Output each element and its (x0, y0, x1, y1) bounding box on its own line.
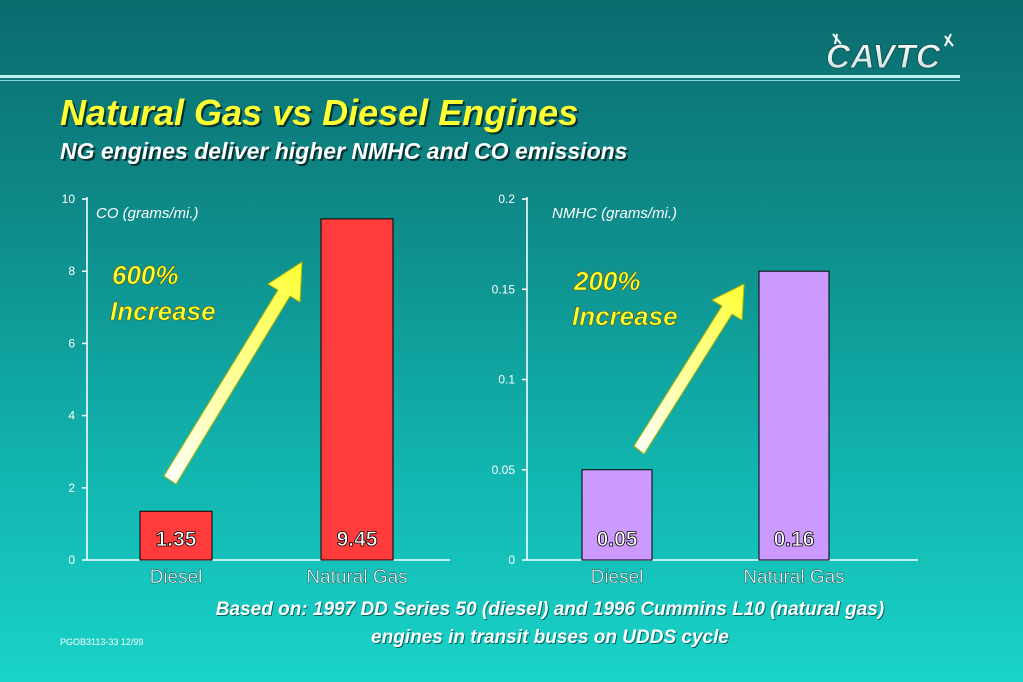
co-tick-label: 0 (68, 553, 75, 567)
nmhc-category-label: Diesel (591, 567, 644, 588)
nmhc-value-label: 0.05 (597, 528, 638, 551)
co-bar-natural-gas (321, 219, 393, 560)
nmhc-tick-label: 0 (508, 553, 515, 567)
document-code: PGOB3113-33 12/99 (60, 637, 143, 647)
co-bars: 1.35 Diesel 9.45 Natural Gas (140, 219, 408, 588)
co-chart: 0 2 4 6 8 10 1.35 Diesel 9.45 Natural Gas CO (gr… (62, 192, 450, 588)
nmhc-chart-title: NMHC (grams/mi.) (552, 205, 677, 222)
co-increase-percent: 600% (112, 260, 179, 290)
nmhc-tick-label: 0.05 (492, 463, 516, 477)
co-category-label: Natural Gas (306, 567, 407, 588)
nmhc-increase-percent: 200% (573, 266, 641, 296)
co-ticks: 0 2 4 6 8 10 (62, 192, 87, 567)
charts-canvas: 0 2 4 6 8 10 1.35 Diesel 9.45 Natural Gas CO (gr… (0, 0, 1023, 682)
nmhc-ticks: 0 0.05 0.1 0.15 0.2 (492, 192, 527, 567)
nmhc-increase-label: Increase (572, 301, 678, 331)
nmhc-bar-natural-gas (759, 271, 829, 560)
co-category-label: Diesel (150, 567, 203, 588)
nmhc-chart: 0 0.05 0.1 0.15 0.2 0.05 Diesel 0.16 Natural Ga… (492, 192, 918, 588)
co-tick-label: 8 (68, 264, 75, 278)
nmhc-tick-label: 0.2 (498, 192, 515, 206)
nmhc-tick-label: 0.1 (498, 373, 515, 387)
footnote-line-1: Based on: 1997 DD Series 50 (diesel) and… (100, 599, 1000, 621)
nmhc-category-label: Natural Gas (743, 567, 844, 588)
nmhc-tick-label: 0.15 (492, 282, 516, 296)
co-value-label: 9.45 (337, 528, 378, 551)
nmhc-value-label: 0.16 (774, 528, 815, 551)
co-increase-label: Increase (110, 296, 216, 326)
co-tick-label: 2 (68, 481, 75, 495)
co-chart-title: CO (grams/mi.) (96, 205, 199, 222)
co-tick-label: 4 (68, 409, 75, 423)
co-tick-label: 6 (68, 336, 75, 350)
co-tick-label: 10 (62, 192, 76, 206)
footnote-line-2: engines in transit buses on UDDS cycle (100, 627, 1000, 649)
co-value-label: 1.35 (156, 528, 197, 551)
